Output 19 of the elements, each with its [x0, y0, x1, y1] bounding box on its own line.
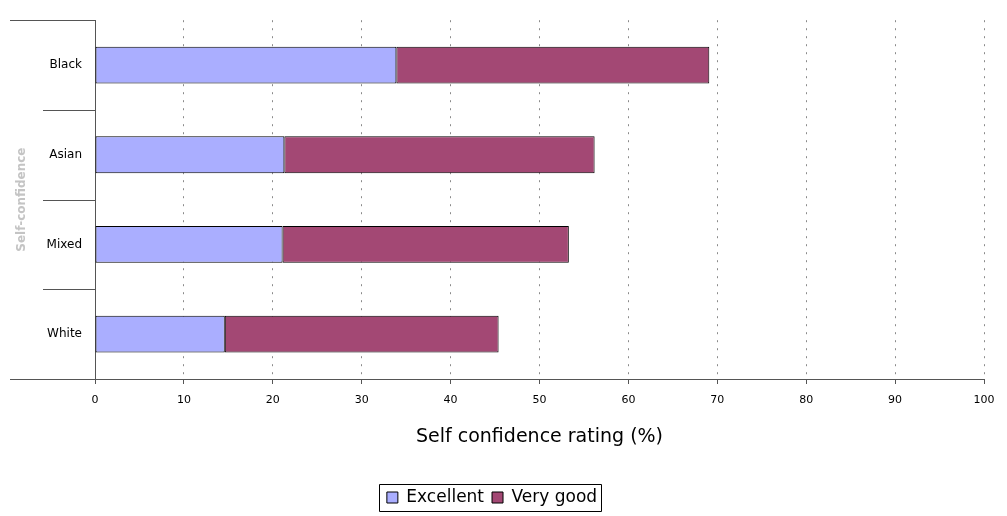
legend-label: Excellent: [406, 485, 485, 506]
y-tick-label: Black: [49, 57, 83, 72]
x-tick-label: 80: [799, 393, 814, 407]
x-tick-label: 30: [354, 393, 369, 407]
x-tick-label: 40: [443, 393, 458, 407]
x-tick-label: 10: [176, 393, 191, 407]
x-tick-label: 20: [265, 393, 280, 407]
x-tick-label: 70: [710, 393, 725, 407]
legend-label: Very good: [511, 485, 598, 506]
y-tick-label: White: [47, 326, 82, 341]
x-tick-label: 60: [621, 393, 636, 407]
x-tick-label: 50: [532, 393, 547, 407]
y-tick-label: Mixed: [46, 236, 82, 251]
x-tick-label: 0: [91, 393, 99, 407]
x-axis-title: Self confidence rating (%): [415, 423, 664, 446]
y-tick-label: Asian: [49, 146, 82, 161]
y-axis-title: Self-confidence: [14, 147, 29, 252]
x-tick-label: 90: [888, 393, 903, 407]
x-tick-label: 100: [973, 393, 995, 407]
